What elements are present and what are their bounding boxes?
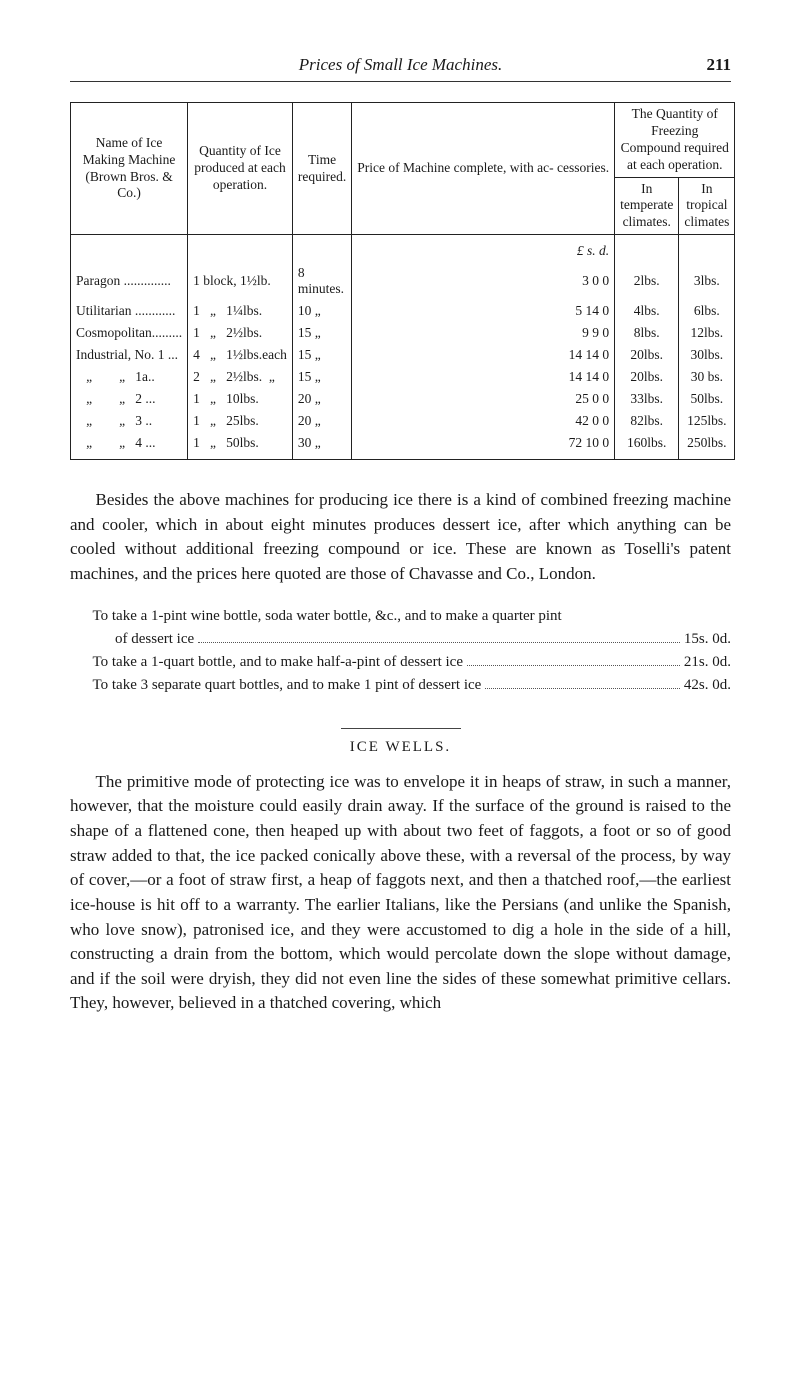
- running-head: Prices of Small Ice Machines. 211: [70, 55, 731, 75]
- cell-price: 72 10 0: [352, 432, 615, 460]
- cell-qty: 4 „ 1½lbs.each: [188, 344, 293, 366]
- price-line: To take a 1-pint wine bottle, soda water…: [70, 605, 731, 628]
- cell-time: 15 „: [292, 366, 351, 388]
- cell-name: Utilitarian ............: [71, 300, 188, 322]
- table-row: „ „ 1a..2 „ 2½lbs. „15 „14 14 020lbs.30 …: [71, 366, 735, 388]
- cell-time: 30 „: [292, 432, 351, 460]
- cell-time: 15 „: [292, 322, 351, 344]
- table-row: „ „ 3 ..1 „ 25lbs.20 „42 0 082lbs.125lbs…: [71, 410, 735, 432]
- cell-empty: [188, 235, 293, 263]
- table-row: „ „ 2 ...1 „ 10lbs.20 „25 0 033lbs.50lbs…: [71, 388, 735, 410]
- price-line: To take a 1-quart bottle, and to make ha…: [70, 651, 731, 674]
- cell-price: 3 0 0: [352, 262, 615, 300]
- page: Prices of Small Ice Machines. 211 Name o…: [0, 0, 801, 1397]
- cell-qty: 1 „ 1¼lbs.: [188, 300, 293, 322]
- leader-dots: [485, 688, 680, 689]
- cell-time: 20 „: [292, 388, 351, 410]
- table-row: Utilitarian ............1 „ 1¼lbs.10 „5 …: [71, 300, 735, 322]
- lsd-header-row: £ s. d.: [71, 235, 735, 263]
- price-amount: 42s. 0d.: [684, 674, 731, 697]
- running-title: Prices of Small Ice Machines.: [120, 55, 681, 75]
- cell-name: Cosmopolitan.........: [71, 322, 188, 344]
- cell-empty: [615, 235, 679, 263]
- cell-temp: 20lbs.: [615, 366, 679, 388]
- col-header-price: Price of Machine complete, with ac- cess…: [352, 103, 615, 235]
- cell-temp: 2lbs.: [615, 262, 679, 300]
- price-line-text: To take 3 separate quart bottles, and to…: [70, 674, 481, 697]
- section-heading-ice-wells: ICE WELLS.: [70, 739, 731, 756]
- col-header-name: Name of Ice Making Machine (Brown Bros. …: [71, 103, 188, 235]
- leader-dots: [467, 665, 680, 666]
- cell-qty: 1 „ 2½lbs.: [188, 322, 293, 344]
- cell-qty: 1 block, 1½lb.: [188, 262, 293, 300]
- cell-empty: [292, 235, 351, 263]
- table-row: Paragon ..............1 block, 1½lb.8 mi…: [71, 262, 735, 300]
- table-body: £ s. d. Paragon ..............1 block, 1…: [71, 235, 735, 460]
- cell-name: „ „ 4 ...: [71, 432, 188, 460]
- cell-name: „ „ 2 ...: [71, 388, 188, 410]
- cell-temp: 20lbs.: [615, 344, 679, 366]
- col-header-time: Time required.: [292, 103, 351, 235]
- price-amount: 21s. 0d.: [684, 651, 731, 674]
- cell-temp: 33lbs.: [615, 388, 679, 410]
- cell-trop: 3lbs.: [679, 262, 735, 300]
- cell-temp: 82lbs.: [615, 410, 679, 432]
- price-line: To take 3 separate quart bottles, and to…: [70, 674, 731, 697]
- cell-qty: 2 „ 2½lbs. „: [188, 366, 293, 388]
- cell-price: 42 0 0: [352, 410, 615, 432]
- price-line: of dessert ice 15s. 0d.: [70, 628, 731, 651]
- cell-time: 8 minutes.: [292, 262, 351, 300]
- cell-empty: [679, 235, 735, 263]
- cell-trop: 6lbs.: [679, 300, 735, 322]
- cell-trop: 50lbs.: [679, 388, 735, 410]
- cell-time: 20 „: [292, 410, 351, 432]
- col-header-qty: Quantity of Ice produced at each operati…: [188, 103, 293, 235]
- lsd-header: £ s. d.: [352, 235, 615, 263]
- cell-name: Paragon ..............: [71, 262, 188, 300]
- price-list: To take a 1-pint wine bottle, soda water…: [70, 605, 731, 698]
- cell-price: 14 14 0: [352, 344, 615, 366]
- cell-trop: 250lbs.: [679, 432, 735, 460]
- cell-trop: 12lbs.: [679, 322, 735, 344]
- cell-price: 5 14 0: [352, 300, 615, 322]
- page-number: 211: [681, 55, 731, 75]
- cell-time: 10 „: [292, 300, 351, 322]
- col-header-tropical: In tropical climates: [679, 177, 735, 235]
- table-row: „ „ 4 ...1 „ 50lbs.30 „72 10 0160lbs.250…: [71, 432, 735, 460]
- cell-price: 9 9 0: [352, 322, 615, 344]
- cell-temp: 8lbs.: [615, 322, 679, 344]
- col-header-temperate: In temperate climates.: [615, 177, 679, 235]
- cell-temp: 160lbs.: [615, 432, 679, 460]
- cell-temp: 4lbs.: [615, 300, 679, 322]
- table-row: Industrial, No. 1 ...4 „ 1½lbs.each15 „1…: [71, 344, 735, 366]
- cell-name: „ „ 1a..: [71, 366, 188, 388]
- table-row: Cosmopolitan.........1 „ 2½lbs.15 „9 9 0…: [71, 322, 735, 344]
- section-rule: [341, 728, 461, 729]
- price-line-text: To take a 1-quart bottle, and to make ha…: [70, 651, 463, 674]
- price-line-text: of dessert ice: [70, 628, 194, 651]
- paragraph-combined-machine: Besides the above machines for producing…: [70, 488, 731, 587]
- cell-trop: 125lbs.: [679, 410, 735, 432]
- cell-price: 25 0 0: [352, 388, 615, 410]
- ice-machines-table: Name of Ice Making Machine (Brown Bros. …: [70, 102, 735, 460]
- cell-qty: 1 „ 10lbs.: [188, 388, 293, 410]
- cell-price: 14 14 0: [352, 366, 615, 388]
- col-header-freeze-group: The Quantity of Freezing Compound requir…: [615, 103, 735, 178]
- cell-qty: 1 „ 50lbs.: [188, 432, 293, 460]
- cell-qty: 1 „ 25lbs.: [188, 410, 293, 432]
- cell-trop: 30lbs.: [679, 344, 735, 366]
- cell-empty: [71, 235, 188, 263]
- cell-name: Industrial, No. 1 ...: [71, 344, 188, 366]
- paragraph-ice-wells: The primitive mode of protecting ice was…: [70, 770, 731, 1016]
- leader-dots: [198, 642, 680, 643]
- price-amount: 15s. 0d.: [684, 628, 731, 651]
- price-line-text: To take a 1-pint wine bottle, soda water…: [70, 605, 562, 628]
- header-rule: [70, 81, 731, 82]
- cell-time: 15 „: [292, 344, 351, 366]
- cell-trop: 30 bs.: [679, 366, 735, 388]
- cell-name: „ „ 3 ..: [71, 410, 188, 432]
